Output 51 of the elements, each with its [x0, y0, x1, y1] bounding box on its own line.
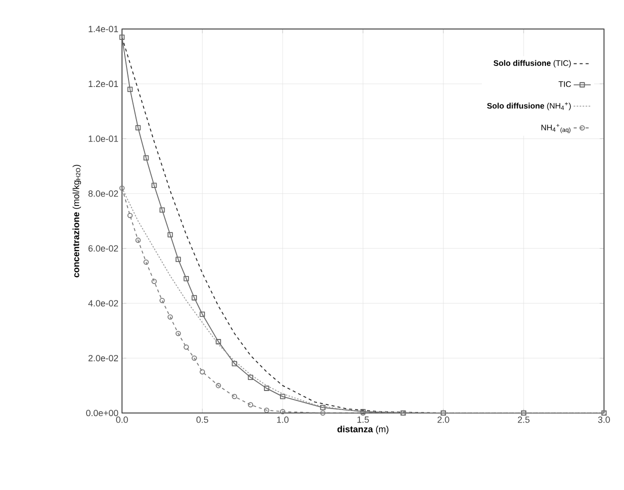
- point: [280, 394, 286, 400]
- y-tick-label: 1.0e-01: [88, 136, 118, 142]
- point: [280, 408, 286, 414]
- point: [168, 232, 173, 238]
- point: [248, 374, 254, 380]
- point: [151, 182, 157, 188]
- point: [127, 86, 133, 92]
- y-tick-label: 4.0e-02: [88, 300, 118, 306]
- point: [119, 34, 125, 40]
- point: [264, 408, 270, 413]
- point: [216, 382, 222, 388]
- point: [184, 276, 189, 282]
- y-tick-label: 6.0e-02: [88, 245, 118, 252]
- y-tick-label: 1.4e-01: [88, 26, 118, 32]
- x-axis-title: distanza (m): [337, 426, 388, 434]
- point: [143, 155, 149, 161]
- point: [200, 312, 205, 317]
- point: [264, 386, 270, 391]
- point: [160, 298, 165, 304]
- point: [248, 402, 254, 408]
- point: [127, 212, 133, 218]
- point: [184, 344, 189, 350]
- point: [143, 260, 149, 265]
- point: [192, 356, 197, 361]
- x-tick-label: 3.0: [598, 416, 610, 423]
- point: [320, 410, 326, 416]
- x-tick-label: 1.5: [357, 416, 369, 423]
- point: [160, 207, 165, 213]
- y-tick-label: 8.0e-02: [88, 190, 118, 197]
- point: [320, 404, 326, 410]
- x-tick-label: 0.0: [116, 416, 128, 423]
- point: [216, 339, 222, 344]
- point: [135, 125, 141, 130]
- point: [151, 278, 157, 284]
- point: [168, 314, 173, 320]
- point: [192, 295, 197, 300]
- point: [176, 256, 181, 262]
- point: [232, 360, 238, 366]
- point: [119, 185, 125, 191]
- x-tick-label: 2.0: [438, 416, 450, 423]
- point: [135, 238, 141, 243]
- y-axis-title: concentrazione (mol/kg$_{H2O}$): [72, 164, 81, 278]
- x-tick-label: 1.0: [277, 416, 289, 423]
- point: [232, 394, 238, 400]
- x-tick-label: 2.5: [518, 416, 530, 423]
- y-tick-label: 0.0e+00: [86, 410, 118, 416]
- y-tick-label: 2.0e-02: [88, 354, 118, 362]
- point: [176, 330, 181, 336]
- y-tick-label: 1.2e-01: [88, 80, 118, 88]
- point: [200, 369, 205, 374]
- x-tick-label: 0.5: [196, 416, 208, 423]
